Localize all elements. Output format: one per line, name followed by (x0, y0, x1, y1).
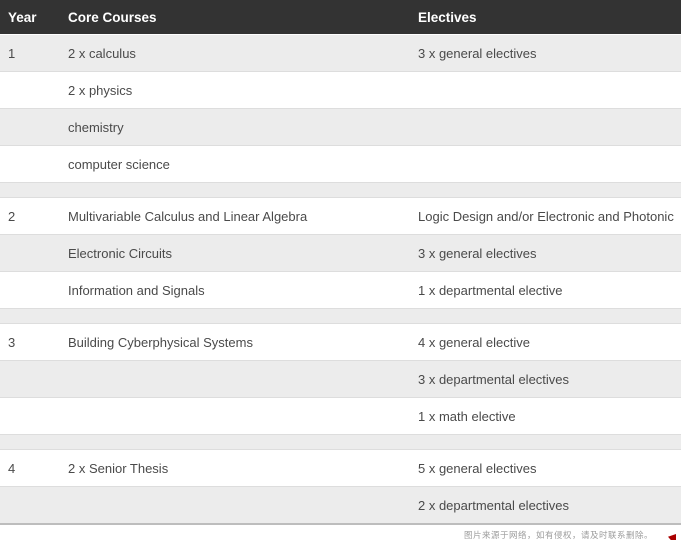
column-header-year: Year (0, 0, 60, 35)
electives-cell: 1 x departmental elective (410, 271, 681, 309)
core-course-cell: 2 x physics (60, 71, 410, 109)
column-header-electives: Electives (410, 0, 681, 35)
table-row: computer science (0, 145, 681, 183)
core-course-cell (60, 397, 410, 435)
red-watermark-icon (668, 534, 676, 540)
table-row: 2 x physics (0, 71, 681, 109)
footer: 图片来源于网络，如有侵权，请及时联系删除。 (0, 525, 681, 547)
core-course-cell: 2 x calculus (60, 34, 410, 72)
core-course-cell: 2 x Senior Thesis (60, 449, 410, 487)
electives-cell: 3 x departmental electives (410, 360, 681, 398)
table-row: 3 x departmental electives (0, 360, 681, 398)
disclaimer-text: 图片来源于网络，如有侵权，请及时联系删除。 (463, 530, 653, 540)
column-header-core-courses: Core Courses (60, 0, 410, 35)
electives-cell: 3 x general electives (410, 34, 681, 72)
electives-cell: 5 x general electives (410, 449, 681, 487)
year-cell (0, 486, 60, 525)
electives-cell (410, 108, 681, 146)
electives-cell: 4 x general elective (410, 323, 681, 361)
electives-cell: 3 x general electives (410, 234, 681, 272)
year-cell: 1 (0, 34, 60, 72)
year-cell (0, 234, 60, 272)
core-course-cell: Electronic Circuits (60, 234, 410, 272)
year-cell: 2 (0, 197, 60, 235)
year-cell (0, 271, 60, 309)
electives-cell: Logic Design and/or Electronic and Photo… (410, 197, 681, 235)
year-cell (0, 397, 60, 435)
core-course-cell (60, 360, 410, 398)
spacer-cell (0, 434, 681, 450)
electives-cell: 2 x departmental electives (410, 486, 681, 525)
spacer-cell (0, 182, 681, 198)
table-row: 3 Building Cyberphysical Systems 4 x gener… (0, 323, 681, 361)
spacer-cell (0, 308, 681, 324)
core-course-cell: chemistry (60, 108, 410, 146)
table-row: 2 x departmental electives (0, 486, 681, 525)
electives-cell (410, 145, 681, 183)
table-row: Information and Signals 1 x departmental … (0, 271, 681, 309)
year-cell: 4 (0, 449, 60, 487)
table-row: Electronic Circuits 3 x general electives (0, 234, 681, 272)
core-course-cell: Multivariable Calculus and Linear Algebr… (60, 197, 410, 235)
core-course-cell: Information and Signals (60, 271, 410, 309)
header-row: Year Core Courses Electives (0, 0, 681, 35)
spacer-row (0, 308, 681, 324)
electives-cell (410, 71, 681, 109)
year-cell: 3 (0, 323, 60, 361)
table-row: chemistry (0, 108, 681, 146)
year-cell (0, 145, 60, 183)
electives-cell: 1 x math elective (410, 397, 681, 435)
core-course-cell: Building Cyberphysical Systems (60, 323, 410, 361)
year-cell (0, 71, 60, 109)
spacer-row (0, 434, 681, 450)
table-row: 1 x math elective (0, 397, 681, 435)
core-course-cell: computer science (60, 145, 410, 183)
table-row: 2 Multivariable Calculus and Linear Algeb… (0, 197, 681, 235)
table-header: Year Core Courses Electives (0, 0, 681, 35)
core-course-cell (60, 486, 410, 525)
spacer-row (0, 182, 681, 198)
year-cell (0, 108, 60, 146)
year-cell (0, 360, 60, 398)
